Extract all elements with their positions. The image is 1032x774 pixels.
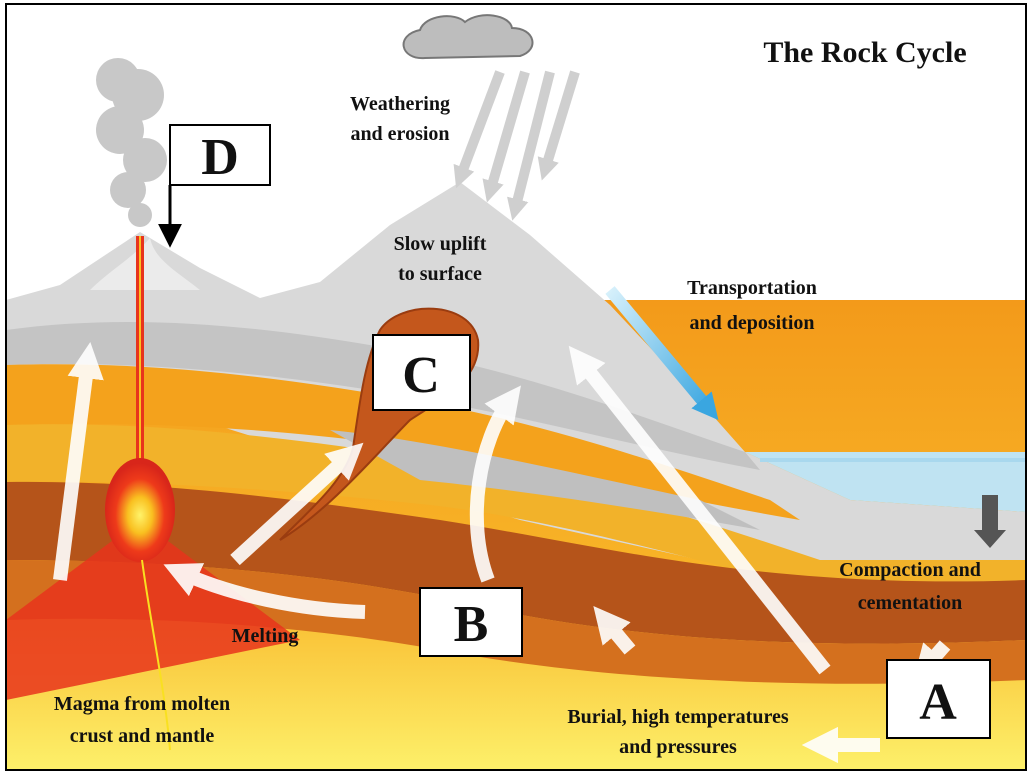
label-line: Weathering — [350, 93, 450, 115]
title: The Rock Cycle — [763, 36, 966, 69]
label-line: to surface — [398, 263, 482, 285]
landscape — [6, 182, 1026, 770]
label-line: Magma from molten — [54, 693, 230, 715]
box-letter: D — [201, 129, 239, 186]
label-line: Melting — [232, 625, 299, 647]
label-line: Transportation — [687, 277, 817, 299]
label-line: Slow uplift — [394, 233, 487, 255]
frame — [5, 3, 1027, 771]
answer-boxes: A B C D — [169, 124, 991, 739]
box-letter: B — [454, 596, 489, 653]
label-line: crust and mantle — [70, 725, 215, 747]
label-line: and deposition — [689, 312, 814, 334]
label-line: and erosion — [350, 123, 449, 145]
label-line: cementation — [858, 592, 962, 614]
label-line: and pressures — [619, 736, 737, 758]
label-line: Burial, high temperatures — [567, 706, 789, 728]
box-letter: C — [402, 347, 440, 404]
label-line: Compaction and — [839, 559, 981, 581]
smoke-and-cloud — [96, 14, 534, 227]
box-letter: A — [919, 674, 957, 731]
process-labels: Weathering and erosion Slow uplift to su… — [54, 93, 981, 758]
